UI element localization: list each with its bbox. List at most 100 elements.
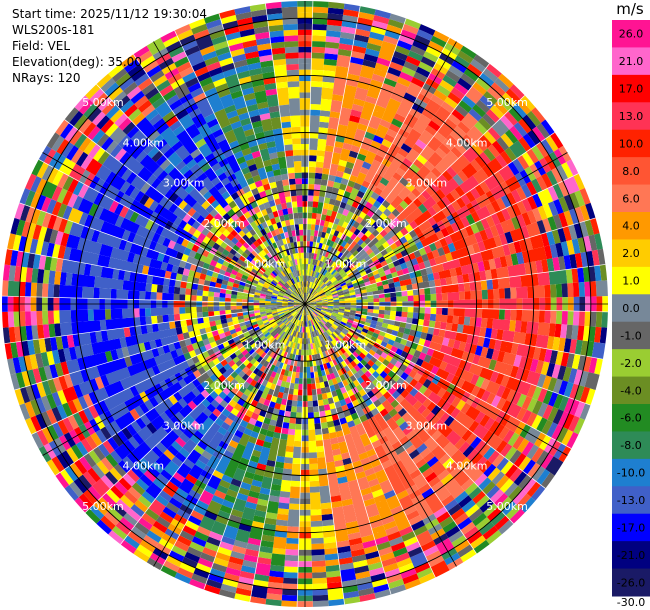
ray-bins-68 xyxy=(275,335,292,368)
ray-bins-116 xyxy=(281,202,288,210)
ray-bins-73 xyxy=(256,356,264,363)
ray-bins-53 xyxy=(348,425,400,536)
ray-bins-16 xyxy=(396,138,488,223)
ray-bins-54 xyxy=(329,384,336,392)
ray-bins-35 xyxy=(337,312,400,332)
ray-bins-114 xyxy=(276,221,291,256)
ray-gap xyxy=(2,295,254,304)
ray-bins-59 xyxy=(312,589,328,596)
ray-bins-26 xyxy=(393,238,581,288)
ray-bins-114 xyxy=(211,35,260,154)
ray-bins-8 xyxy=(305,267,323,304)
ray-bins-35 xyxy=(403,328,411,335)
ray-bins-67 xyxy=(204,325,298,552)
ray-bins-9 xyxy=(314,71,428,284)
ray-bins-2 xyxy=(325,1,345,49)
ray-bins-14 xyxy=(472,104,486,118)
ray-bins-47 xyxy=(350,360,357,368)
ray-bins-12 xyxy=(305,223,365,304)
ray-bins-54 xyxy=(344,433,403,584)
ray-bins-7 xyxy=(396,39,413,51)
ray-bins-61 xyxy=(288,309,305,510)
ray-bins-16 xyxy=(313,276,336,297)
ray-bins-39 xyxy=(490,395,502,408)
ray-bins-39 xyxy=(455,377,538,427)
ray-bins-46 xyxy=(357,362,364,370)
ray-bins-16 xyxy=(309,237,379,301)
ray-bins-28 xyxy=(316,268,573,304)
ray-bins-4 xyxy=(351,17,374,54)
ray-bins-98 xyxy=(262,284,295,300)
ray-bins-105 xyxy=(159,158,219,218)
ray-bins-91 xyxy=(47,283,157,301)
ray-bins-32 xyxy=(401,311,551,337)
ray-bins-62 xyxy=(270,553,286,567)
ray-bins-108 xyxy=(155,101,231,200)
ray-bins-9 xyxy=(317,51,439,279)
ray-bins-12 xyxy=(415,139,427,150)
ray-bins-57 xyxy=(316,393,323,401)
ray-bins-67 xyxy=(210,467,246,536)
ray-bins-82 xyxy=(83,393,94,408)
ray-bins-53 xyxy=(305,304,351,418)
ray-bins-92 xyxy=(265,298,271,302)
ray-bins-107 xyxy=(126,86,239,222)
ray-bins-97 xyxy=(229,273,284,297)
ray-bins-101 xyxy=(212,242,221,251)
ray-bins-5 xyxy=(366,42,382,52)
ray-bins-116 xyxy=(285,219,291,227)
ray-bins-44 xyxy=(487,467,501,482)
ray-bins-25 xyxy=(316,299,322,302)
ray-bins-26 xyxy=(305,292,356,304)
ray-bins-40 xyxy=(514,421,547,448)
ray-bins-48 xyxy=(356,376,365,385)
ray-bins-2 xyxy=(326,30,341,38)
ray-bins-59 xyxy=(311,549,325,556)
ray-bins-25 xyxy=(310,268,428,303)
ray-bins-65 xyxy=(287,358,292,366)
ray-bins-44 xyxy=(309,307,318,316)
ray-bins-28 xyxy=(418,288,425,295)
ray-bins-81 xyxy=(93,326,260,416)
ray-bins-115 xyxy=(218,9,236,19)
ray-bins-77 xyxy=(87,467,101,483)
ray-bins-66 xyxy=(211,325,299,573)
ray-bins-23 xyxy=(357,279,365,285)
ray-bins-101 xyxy=(144,197,155,209)
ray-bins-74 xyxy=(116,386,231,513)
ray-bins-17 xyxy=(348,151,491,270)
ray-bins-66 xyxy=(226,417,271,529)
ray-bins-105 xyxy=(230,229,239,238)
ray-bins-37 xyxy=(331,313,543,401)
ray-bins-81 xyxy=(78,409,89,424)
ray-bins-59 xyxy=(305,332,329,607)
ray-bins-48 xyxy=(418,462,490,554)
ray-bins-72 xyxy=(144,508,160,521)
ray-bins-28 xyxy=(395,269,568,297)
ray-bins-52 xyxy=(401,531,416,542)
ray-bins-35 xyxy=(474,345,483,356)
ray-bins-7 xyxy=(400,29,417,40)
ray-bins-99 xyxy=(93,192,185,245)
ray-bins-89 xyxy=(25,311,32,326)
ray-bins-78 xyxy=(69,462,83,478)
ray-bins-88 xyxy=(202,311,209,318)
ray-bins-112 xyxy=(181,39,279,243)
ray-bins-47 xyxy=(353,364,361,372)
ray-bins-25 xyxy=(381,269,422,286)
ray-bins-82 xyxy=(67,400,78,415)
ray-bins-101 xyxy=(56,138,70,155)
ray-bins-35 xyxy=(469,344,533,371)
ray-bins-73 xyxy=(275,334,281,341)
azimuth-spoke-240 xyxy=(42,303,306,456)
ray-bins-79 xyxy=(197,310,296,376)
ray-bins-29 xyxy=(362,293,437,303)
ray-bins-13 xyxy=(308,263,339,300)
ray-bins-89 xyxy=(70,308,146,323)
ray-bins-101 xyxy=(197,232,207,242)
ray-bins-8 xyxy=(399,71,414,83)
ray-bins-98 xyxy=(77,198,171,248)
ray-bins-19 xyxy=(356,265,364,272)
ray-bins-103 xyxy=(82,122,97,137)
ray-bins-112 xyxy=(280,251,303,299)
